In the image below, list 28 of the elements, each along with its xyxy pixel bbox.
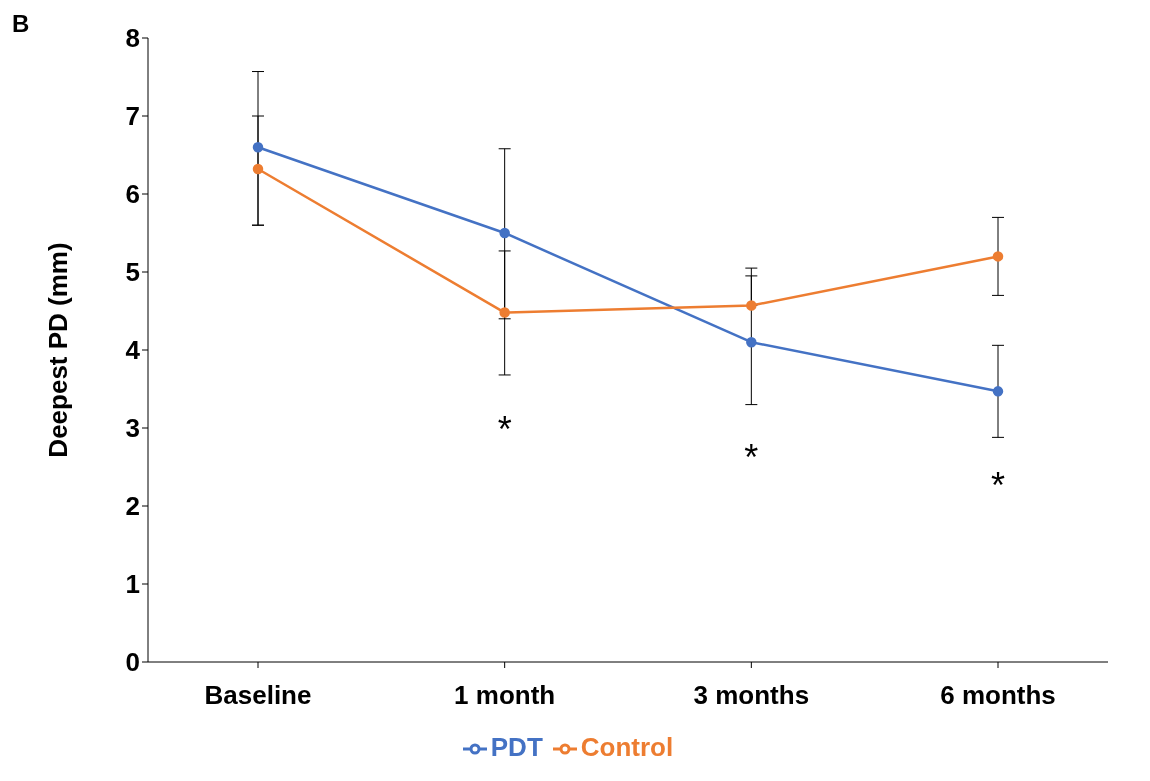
y-tick-label: 8 xyxy=(125,23,140,54)
y-tick-label: 4 xyxy=(125,335,141,366)
y-tick-label: 3 xyxy=(125,413,140,444)
point xyxy=(252,163,264,175)
annotation: * xyxy=(497,408,512,450)
x-tick-label: 3 months xyxy=(693,680,810,711)
point xyxy=(499,307,510,318)
point xyxy=(746,336,757,348)
legend-label: PDT xyxy=(490,732,543,762)
point xyxy=(992,251,1004,262)
annotation: * xyxy=(990,464,1006,506)
x-tick-label: 6 months xyxy=(940,680,1056,711)
x-tick-label: Baseline xyxy=(204,680,312,711)
y-tick-label: 6 xyxy=(125,179,140,210)
point xyxy=(252,141,264,153)
y-tick-label: 5 xyxy=(125,257,140,288)
legend-label: Control xyxy=(580,732,674,762)
x-tick-label: 1 month xyxy=(454,680,556,711)
y-tick-label: 0 xyxy=(125,647,140,678)
point xyxy=(992,386,1004,397)
y-tick-label: 1 xyxy=(125,569,140,600)
y-tick-label: 2 xyxy=(125,491,140,522)
point xyxy=(499,227,510,239)
y-tick-label: 7 xyxy=(125,101,140,132)
text: B xyxy=(12,10,30,38)
y-axis-title: Deepest PD (mm) xyxy=(43,242,74,458)
annotation: * xyxy=(744,436,759,478)
point xyxy=(746,300,757,311)
